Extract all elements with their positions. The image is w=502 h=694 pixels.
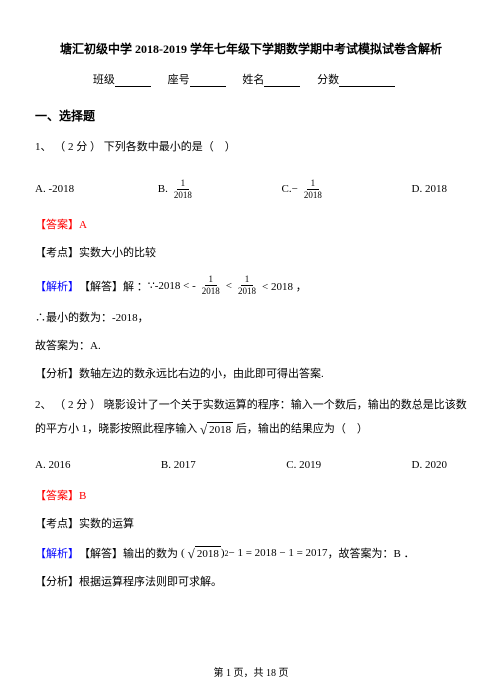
analysis-label: 【解析】 <box>35 545 79 561</box>
frac-den: 2018 <box>234 286 260 297</box>
q1-stem: 1、 （ 2 分 ） 下列各数中最小的是（ ） <box>35 138 467 158</box>
q2-stem: 2、 （ 2 分 ） 晓影设计了一个关于实数运算的程序：输入一个数后，输出的数总… <box>35 393 467 441</box>
score-label: 分数 <box>317 71 339 87</box>
answer-label: 【答案】 <box>35 219 79 231</box>
q1-b-label: B. <box>158 183 168 195</box>
frac-den: 2018 <box>198 286 224 297</box>
q1-option-b: B. 1 2018 <box>158 178 198 201</box>
frac-num: 1 <box>307 178 320 190</box>
q1-analysis: 【解析】 【解答】解 ： ∵-2018 < - 1 2018 < 1 2018 … <box>35 274 467 297</box>
lt1: < <box>226 280 232 292</box>
q1-option-d: D. 2018 <box>412 178 447 201</box>
radical-icon: √ <box>188 547 195 560</box>
analysis-end: < 2018 ， <box>262 278 307 294</box>
analysis2-text: 数轴左边的数永远比右边的小，由此即可得出答案. <box>79 368 324 380</box>
sqrt-icon: √ 2018 <box>188 546 221 561</box>
answer-value: B <box>79 490 86 502</box>
q2-option-c: C. 2019 <box>286 459 321 471</box>
q1-options: A. -2018 B. 1 2018 C. − 1 2018 D. 2018 <box>35 178 467 201</box>
point-text: 实数大小的比较 <box>79 247 156 259</box>
class-label: 班级 <box>93 71 115 87</box>
q2-option-d: D. 2020 <box>412 459 447 471</box>
info-line: 班级 座号 姓名 分数 <box>35 71 467 87</box>
q1-option-a: A. -2018 <box>35 178 74 201</box>
q1-answer: 【答案】A <box>35 216 467 232</box>
frac-den: 2018 <box>170 190 196 201</box>
class-underline <box>115 86 151 87</box>
analysis-label: 【解析】 <box>35 278 79 294</box>
q2-point: 【考点】实数的运算 <box>35 515 467 531</box>
fraction-icon: 1 2018 <box>170 178 196 201</box>
frac-num: 1 <box>177 178 190 190</box>
sqrt-icon: √ 2018 <box>200 422 233 437</box>
analysis-sub: 【解答】解 ： <box>79 278 148 294</box>
analysis-sub: 【解答】输出的数为 <box>79 545 178 561</box>
page-title: 塘汇初级中学 2018-2019 学年七年级下学期数学期中考试模拟试卷含解析 <box>35 40 467 57</box>
name-underline <box>264 86 300 87</box>
q1-so-answer: 故答案为：A. <box>35 337 467 353</box>
analysis2-label: 【分析】 <box>35 368 79 380</box>
q2-number: 2、 <box>35 399 52 411</box>
q2-option-a: A. 2016 <box>35 459 70 471</box>
point-text: 实数的运算 <box>79 518 134 530</box>
q2-text2: 后，输出的结果应为（ ） <box>236 423 368 435</box>
analysis-text1: ∵-2018 < - <box>148 279 196 292</box>
q1-option-c: C. − 1 2018 <box>282 178 328 201</box>
frac-den: 2018 <box>300 190 326 201</box>
radical-icon: √ <box>200 423 207 436</box>
q1-c-label: C. <box>282 183 292 195</box>
q2-option-b: B. 2017 <box>161 459 196 471</box>
q2-analysis: 【解析】 【解答】输出的数为 ( √ 2018 )2 − 1 = 2018 − … <box>35 545 467 561</box>
q1-c-neg: − <box>292 183 298 195</box>
q2-answer: 【答案】B <box>35 487 467 503</box>
q2-options: A. 2016 B. 2017 C. 2019 D. 2020 <box>35 459 467 471</box>
page-footer: 第 1 页，共 18 页 <box>0 664 502 679</box>
expr-end: ，故答案为：B ． <box>328 545 415 561</box>
fraction-icon: 1 2018 <box>198 274 224 297</box>
q1-conclusion: ∴最小的数为：-2018， <box>35 309 467 325</box>
fraction-icon: 1 2018 <box>234 274 260 297</box>
q1-point: 【考点】实数大小的比较 <box>35 244 467 260</box>
q1-points: （ 2 分 ） <box>54 141 101 153</box>
analysis2-text: 根据运算程序法则即可求解。 <box>79 576 222 588</box>
score-underline <box>339 86 395 87</box>
q2-points: （ 2 分 ） <box>54 399 101 411</box>
q1-text: 下列各数中最小的是（ ） <box>104 141 236 153</box>
seat-underline <box>190 86 226 87</box>
frac-num: 1 <box>205 274 218 286</box>
expr-rest: − 1 = 2018 − 1 = 2017 <box>228 547 327 559</box>
sqrt-value: 2018 <box>207 422 233 437</box>
q1-number: 1、 <box>35 141 52 153</box>
analysis2-label: 【分析】 <box>35 576 79 588</box>
fraction-icon: 1 2018 <box>300 178 326 201</box>
seat-label: 座号 <box>168 71 190 87</box>
section-heading: 一、选择题 <box>35 107 467 124</box>
sqrt-value: 2018 <box>195 546 221 561</box>
name-label: 姓名 <box>242 71 264 87</box>
point-label: 【考点】 <box>35 247 79 259</box>
frac-num: 1 <box>241 274 254 286</box>
answer-value: A <box>79 219 87 231</box>
q1-analysis2: 【分析】数轴左边的数永远比右边的小，由此即可得出答案. <box>35 365 467 381</box>
answer-label: 【答案】 <box>35 490 79 502</box>
q2-analysis2: 【分析】根据运算程序法则即可求解。 <box>35 573 467 589</box>
paren-open: ( <box>181 547 185 559</box>
point-label: 【考点】 <box>35 518 79 530</box>
